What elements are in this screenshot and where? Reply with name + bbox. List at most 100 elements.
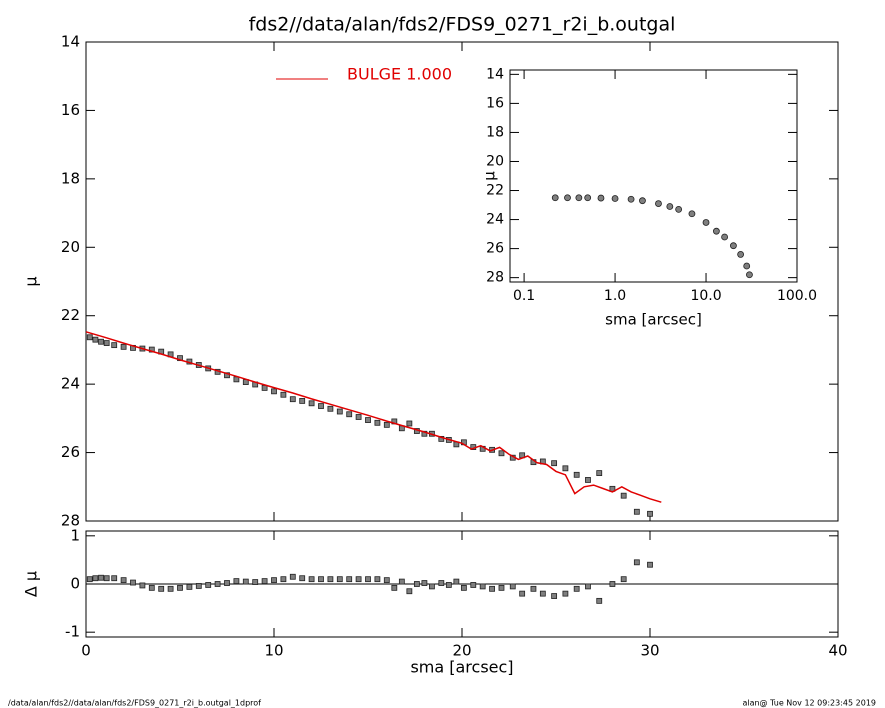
data-point — [252, 579, 259, 585]
plot-frame — [509, 69, 798, 283]
data-point — [271, 577, 277, 584]
data-point — [421, 580, 428, 586]
data-point — [562, 465, 569, 472]
y-tick-label: 20 — [61, 238, 80, 256]
data-point — [242, 578, 249, 585]
x-tick-label: 100.0 — [777, 288, 817, 304]
x-tick-label: 10 — [264, 642, 283, 660]
data-point — [620, 576, 627, 583]
data-point — [336, 576, 343, 583]
data-point — [675, 205, 683, 213]
data-point — [688, 210, 696, 218]
data-point — [86, 576, 93, 583]
data-point — [573, 585, 580, 592]
x-axis-label: sma [arcsec] — [410, 658, 513, 677]
data-point — [429, 583, 435, 590]
data-point — [103, 340, 110, 346]
data-point — [86, 334, 93, 341]
y-axis-label: μ — [22, 276, 41, 286]
data-point — [120, 577, 127, 584]
data-point — [92, 336, 99, 343]
y-tick-label: 20 — [486, 153, 504, 169]
data-point — [280, 391, 287, 398]
data-point — [551, 460, 558, 467]
data-point — [318, 576, 324, 583]
data-point — [539, 590, 546, 597]
x-tick-label: 0 — [81, 642, 91, 660]
data-point — [280, 576, 287, 583]
data-point — [224, 372, 230, 379]
x-tick-label: 20 — [452, 642, 471, 660]
data-point — [214, 581, 221, 587]
data-point — [633, 508, 640, 515]
footer-stamp: alan@ Tue Nov 12 09:23:45 2019 — [742, 699, 876, 708]
x-tick-label: 40 — [828, 642, 847, 660]
data-point — [233, 578, 240, 585]
y-tick-label: 22 — [61, 306, 80, 324]
data-point — [383, 577, 390, 584]
data-point — [551, 194, 559, 202]
data-point — [585, 583, 591, 590]
data-point — [271, 388, 277, 395]
y-tick-label: 26 — [486, 241, 504, 257]
x-tick-label: 0.1 — [513, 288, 535, 304]
data-point — [299, 575, 306, 582]
data-point — [261, 578, 268, 585]
data-point — [596, 597, 603, 604]
data-point — [647, 561, 653, 568]
data-point — [98, 574, 104, 581]
data-point — [453, 578, 460, 585]
data-point — [186, 583, 193, 590]
data-point — [620, 492, 627, 499]
data-point — [195, 583, 202, 589]
y-tick-label: 24 — [486, 212, 504, 228]
y-tick-label: 18 — [486, 124, 504, 140]
data-point — [327, 576, 334, 583]
data-point — [327, 405, 334, 412]
data-point — [596, 470, 603, 477]
data-point — [584, 194, 592, 202]
data-point — [318, 403, 324, 409]
data-point — [666, 203, 674, 210]
data-point — [498, 450, 505, 457]
footer-path: /data/alan/fds2//data/alan/fds2/FDS9_027… — [8, 699, 261, 708]
data-point — [530, 585, 537, 592]
data-point — [730, 242, 737, 250]
data-point — [111, 575, 118, 582]
data-point — [438, 435, 445, 442]
data-point — [308, 400, 315, 407]
data-point — [111, 342, 118, 349]
y-axis-label: Δ μ — [22, 571, 41, 597]
data-point — [383, 421, 390, 428]
data-point — [498, 584, 505, 591]
data-point — [224, 580, 230, 586]
data-point — [289, 396, 296, 403]
data-point — [627, 195, 635, 203]
y-tick-label: 26 — [61, 443, 80, 461]
data-point — [299, 398, 306, 404]
data-point — [509, 583, 516, 590]
data-point — [103, 575, 110, 582]
y-tick-label: 14 — [61, 33, 80, 51]
y-tick-label: 0 — [70, 575, 80, 593]
data-point — [130, 579, 136, 586]
data-point — [406, 588, 413, 595]
data-point — [562, 590, 569, 597]
data-point — [261, 385, 268, 391]
data-point — [167, 585, 174, 592]
chart-title: fds2//data/alan/fds2/FDS9_0271_r2i_b.out… — [249, 14, 676, 36]
y-tick-label: 1 — [70, 526, 80, 544]
data-point — [98, 338, 104, 345]
data-point — [746, 271, 753, 279]
data-point — [611, 195, 619, 202]
data-point — [355, 576, 362, 583]
model-line — [85, 331, 662, 503]
y-tick-label: 14 — [486, 66, 504, 82]
data-point — [139, 582, 146, 589]
x-axis-label: sma [arcsec] — [605, 311, 702, 329]
data-point — [205, 582, 212, 588]
data-point — [438, 580, 445, 586]
data-point — [575, 194, 583, 202]
data-point — [551, 593, 558, 599]
